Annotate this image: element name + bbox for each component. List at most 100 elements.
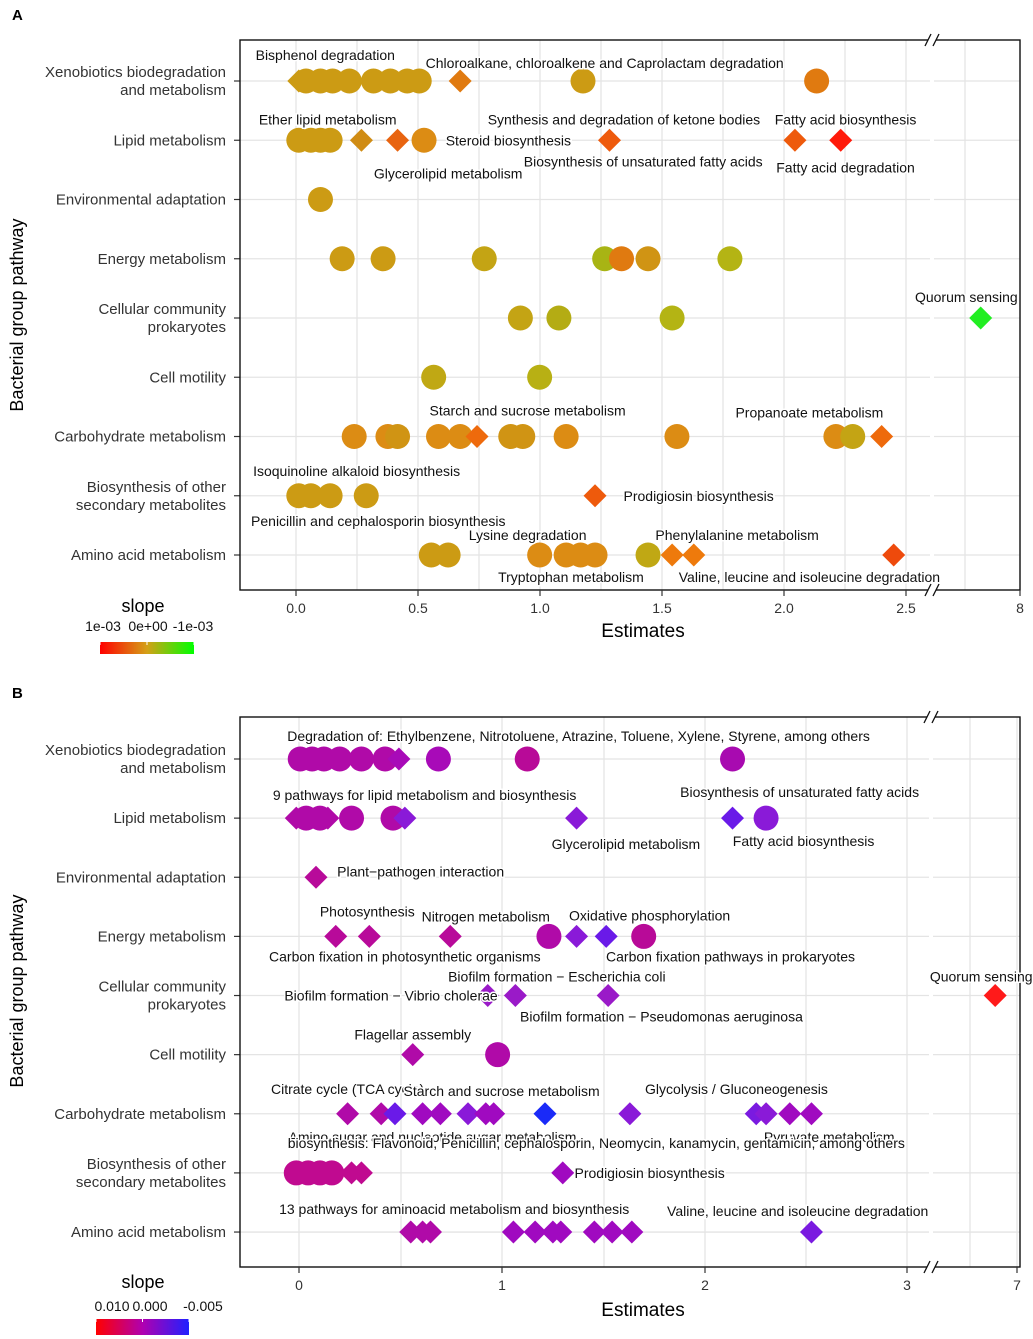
data-point-diamond [565,924,589,948]
legend-title: slope [121,596,164,616]
data-point-circle [329,246,355,272]
data-point-diamond [438,924,462,948]
x-axis-title: Estimates [601,1300,684,1321]
data-point-circle [536,923,562,949]
data-point-diamond [783,128,807,152]
point-annotation: Biosynthesis of unsaturated fatty acids [524,153,763,169]
point-annotation: Biosynthesis of unsaturated fatty acids [680,784,919,800]
data-point-diamond [393,806,417,830]
data-point-diamond [523,1220,547,1244]
axis-break-gap [927,714,935,720]
plot-frame [239,716,1021,1268]
data-point-diamond [582,1220,606,1244]
data-point-circle [664,424,690,449]
point-annotation: Quorum sensing [915,289,1018,305]
y-tick-label: Amino acid metabolism [71,547,226,564]
x-tick-label: 0 [295,1277,303,1293]
point-annotation: Starch and sucrose metabolism [430,403,626,419]
y-tick-label-line: Environmental adaptation [56,869,226,886]
data-point-diamond [476,984,500,1008]
data-point-diamond [448,69,472,93]
legend-label: 0.000 [132,1298,167,1314]
data-point-circle [609,246,635,272]
y-tick-label-line: Cellular community [98,979,226,996]
y-tick-label-line: Cell motility [149,1047,226,1064]
data-point-diamond [428,1102,452,1126]
point-annotation: Carbon fixation in photosynthetic organi… [269,948,541,964]
point-annotation: Biofilm formation − Escherichia coli [448,969,665,985]
data-point-diamond [383,1102,407,1126]
data-point-diamond [969,306,993,330]
point-annotation: Isoquinoline alkaloid biosynthesis [253,463,460,479]
legend-title: slope [121,1272,164,1292]
point-annotation: Carbon fixation pathways in prokaryotes [606,948,855,964]
y-tick-label-line: prokaryotes [148,997,226,1014]
data-point-circle [385,424,411,449]
data-point-circle [631,923,657,949]
data-point-circle [514,746,540,772]
point-annotation: 9 pathways for lipid metabolism and bios… [273,787,577,803]
data-point-circle [527,542,553,568]
data-point-circle [507,305,533,331]
data-point-diamond [324,924,348,948]
y-tick-label-line: and metabolism [120,760,226,777]
point-annotation: Biofilm formation − Pseudomonas aerugino… [520,1009,803,1025]
y-tick-label-line: secondary metabolites [76,497,226,514]
data-point-circle [421,364,447,390]
data-point-diamond [583,484,607,508]
data-point-circle [348,746,374,772]
x-tick-label: 1.0 [530,600,550,616]
point-annotation: Glycerolipid metabolism [374,165,523,181]
axis-break-slash [932,583,940,597]
point-annotation: Lysine degradation [469,527,587,543]
y-tick-label: Energy metabolism [98,251,226,268]
data-point-circle [298,483,324,509]
data-point-diamond [829,128,853,152]
data-point-diamond [721,806,745,830]
point-annotation: Prodigiosin biosynthesis [575,1165,725,1181]
axis-break-slash [931,710,939,724]
data-point-diamond [799,1220,823,1244]
point-annotation: Chloroalkane, chloroalkene and Caprolact… [426,55,784,71]
data-point-diamond [503,984,527,1008]
panel-label: A [12,7,23,24]
data-point-circle [582,542,608,568]
data-point-circle [570,68,596,94]
legend-label: -0.005 [183,1298,223,1314]
y-tick-label-line: Xenobiotics biodegradation [45,742,226,759]
y-tick-label: Carbohydrate metabolism [54,1106,226,1123]
plot-frame [239,39,1021,591]
data-point-circle [341,424,367,449]
data-point-diamond [682,543,706,567]
y-tick-label-line: Cellular community [98,301,226,318]
y-tick-label-line: Carbohydrate metabolism [54,1106,226,1123]
y-tick-label-line: and metabolism [120,82,226,99]
data-point-circle [339,805,365,831]
legend-label: -1e-03 [173,618,214,634]
data-point-diamond [465,425,489,448]
y-tick-label-line: secondary metabolites [76,1174,226,1191]
data-point-diamond [387,747,411,771]
point-annotation: Amino sugar and nucleotide sugar metabol… [289,1129,577,1145]
data-point-diamond [594,924,618,948]
data-point-circle [717,246,743,272]
x-tick-label: 2 [701,1277,709,1293]
point-annotation: Degradation of: Ethylbenzene, Nitrotolue… [287,728,870,744]
x-tick-label: 7 [1013,1277,1021,1293]
axis-break-band [929,717,933,1267]
data-point-diamond [778,1102,802,1126]
axis-break-slash [931,1260,939,1274]
data-point-circle [336,68,362,94]
data-point-diamond [870,425,894,448]
data-point-diamond [660,543,684,567]
data-point-circle [635,542,661,568]
y-tick-label-line: Lipid metabolism [113,810,226,827]
data-point-circle [840,424,866,449]
x-tick-label: 2.0 [774,600,794,616]
legend-label: 0e+00 [128,618,168,634]
data-point-circle [380,805,406,831]
data-point-diamond [600,1220,624,1244]
y-tick-label: Carbohydrate metabolism [54,429,226,446]
data-point-diamond [349,128,373,152]
data-point-circle [485,1042,511,1068]
